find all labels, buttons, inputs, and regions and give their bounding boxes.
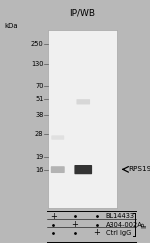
Text: IP/WB: IP/WB (69, 9, 95, 18)
FancyBboxPatch shape (51, 166, 65, 173)
Text: 250: 250 (31, 41, 43, 47)
FancyBboxPatch shape (76, 99, 90, 104)
Text: 130: 130 (31, 61, 44, 67)
Text: 51: 51 (35, 96, 44, 102)
Text: RPS19: RPS19 (128, 166, 150, 172)
Text: IP: IP (141, 221, 147, 228)
Text: 16: 16 (35, 167, 44, 173)
Text: +: + (72, 220, 78, 229)
Text: 28: 28 (35, 131, 44, 137)
Text: +: + (93, 228, 100, 237)
FancyBboxPatch shape (51, 135, 64, 140)
Text: 19: 19 (35, 154, 44, 160)
FancyBboxPatch shape (48, 30, 117, 208)
Text: A304-002A: A304-002A (106, 222, 142, 227)
Text: BL14433: BL14433 (106, 213, 135, 219)
Text: kDa: kDa (4, 23, 18, 28)
FancyBboxPatch shape (74, 165, 92, 174)
Text: Ctrl IgG: Ctrl IgG (106, 230, 131, 236)
Text: 38: 38 (35, 113, 44, 118)
Text: +: + (50, 212, 57, 221)
Text: 70: 70 (35, 83, 44, 88)
